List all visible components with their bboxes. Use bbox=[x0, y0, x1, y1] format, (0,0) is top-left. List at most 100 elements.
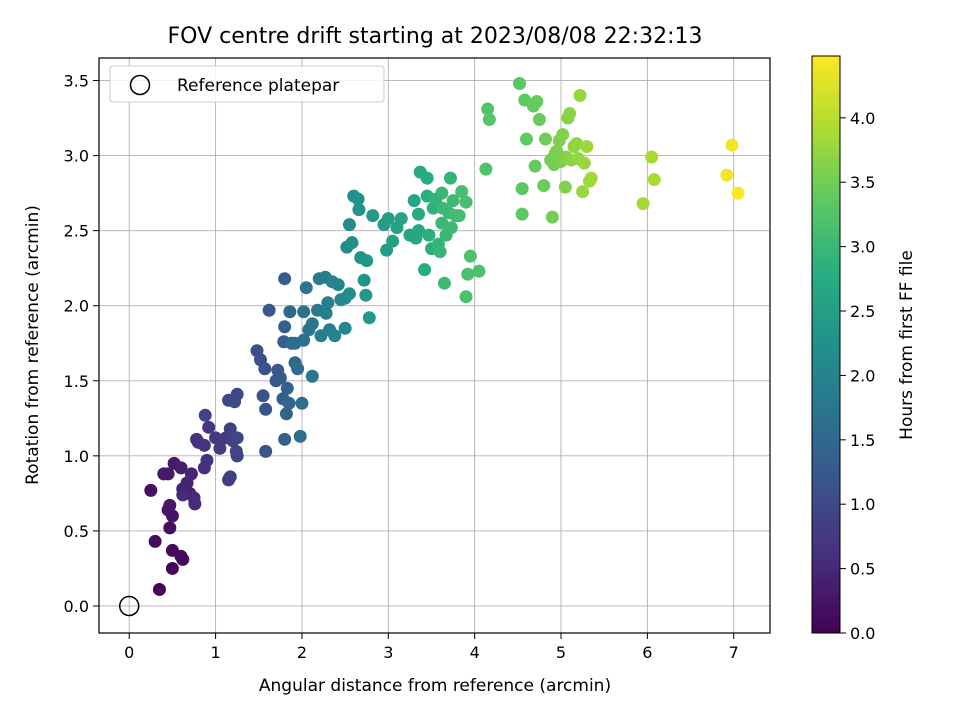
colorbar-label: Hours from first FF file bbox=[897, 250, 917, 440]
legend: Reference platepar bbox=[109, 65, 385, 103]
data-point bbox=[422, 228, 436, 242]
data-point bbox=[161, 467, 175, 481]
data-point bbox=[479, 162, 493, 176]
data-point bbox=[293, 429, 307, 443]
data-point bbox=[584, 171, 598, 185]
data-point bbox=[262, 303, 276, 317]
x-tick-label: 4 bbox=[470, 643, 480, 662]
data-point bbox=[519, 132, 533, 146]
data-point bbox=[188, 497, 202, 511]
data-point bbox=[297, 333, 311, 347]
data-point bbox=[443, 171, 457, 185]
data-point bbox=[407, 194, 421, 208]
y-tick-label: 2.5 bbox=[64, 222, 89, 241]
data-point bbox=[280, 381, 294, 395]
x-tick-label: 1 bbox=[210, 643, 220, 662]
legend-marker-reference bbox=[129, 74, 151, 96]
data-point bbox=[472, 264, 486, 278]
data-point bbox=[545, 210, 559, 224]
data-point bbox=[515, 182, 529, 196]
chart-title: FOV centre drift starting at 2023/08/08 … bbox=[168, 24, 703, 49]
y-tick-label: 1.5 bbox=[64, 372, 89, 391]
data-point bbox=[636, 197, 650, 211]
data-point bbox=[563, 107, 577, 121]
data-point bbox=[144, 483, 158, 497]
data-point bbox=[299, 281, 313, 295]
data-point bbox=[165, 543, 179, 557]
data-point bbox=[459, 290, 473, 304]
x-tick-label: 6 bbox=[642, 643, 652, 662]
data-point bbox=[482, 113, 496, 127]
x-axis-label: Angular distance from reference (arcmin) bbox=[259, 676, 611, 696]
data-point bbox=[550, 144, 564, 158]
data-point bbox=[197, 438, 211, 452]
data-point bbox=[256, 389, 270, 403]
data-point bbox=[459, 195, 473, 209]
data-point bbox=[461, 267, 475, 281]
data-point bbox=[282, 396, 296, 410]
data-point bbox=[305, 317, 319, 331]
data-point bbox=[230, 431, 244, 445]
data-point bbox=[362, 311, 376, 325]
y-axis-ticks: 0.0 0.5 1.0 1.5 2.0 2.5 3.0 3.5 bbox=[64, 72, 99, 616]
data-point bbox=[184, 467, 198, 481]
y-tick-label: 0.0 bbox=[64, 597, 89, 616]
y-tick-label: 2.0 bbox=[64, 297, 89, 316]
data-point bbox=[455, 185, 469, 199]
data-point bbox=[291, 362, 305, 376]
data-point bbox=[297, 305, 311, 319]
plot-frame bbox=[98, 57, 771, 634]
data-point bbox=[725, 138, 739, 152]
data-point bbox=[305, 369, 319, 383]
data-point bbox=[528, 159, 542, 173]
data-point bbox=[230, 387, 244, 401]
data-point bbox=[359, 288, 373, 302]
data-point bbox=[342, 287, 356, 301]
x-tick-label: 5 bbox=[556, 643, 566, 662]
data-point bbox=[278, 432, 292, 446]
data-point bbox=[446, 194, 460, 208]
data-point bbox=[278, 320, 292, 334]
data-point bbox=[556, 128, 570, 142]
data-point bbox=[152, 582, 166, 596]
data-point bbox=[570, 137, 584, 151]
colorbar-gradient bbox=[811, 55, 841, 634]
colorbar-ticks: 0.0 0.5 1.0 1.5 2.0 2.5 3.0 3.5 4.0 bbox=[840, 109, 875, 643]
colorbar-tick-label: 0.5 bbox=[850, 560, 875, 579]
data-point bbox=[577, 156, 591, 170]
y-tick-label: 3.5 bbox=[64, 72, 89, 91]
data-point bbox=[433, 245, 447, 259]
data-point bbox=[331, 278, 345, 292]
data-point bbox=[381, 212, 395, 226]
data-point bbox=[321, 296, 335, 310]
data-point bbox=[720, 168, 734, 182]
y-tick-label: 3.0 bbox=[64, 147, 89, 166]
data-point bbox=[352, 203, 366, 217]
data-point bbox=[558, 180, 572, 194]
data-point bbox=[444, 221, 458, 235]
data-point bbox=[345, 236, 359, 250]
data-point bbox=[437, 276, 451, 290]
data-point bbox=[513, 77, 527, 91]
y-tick-label: 0.5 bbox=[64, 522, 89, 541]
legend-label-reference: Reference platepar bbox=[177, 76, 339, 96]
colorbar: 0.0 0.5 1.0 1.5 2.0 2.5 3.0 3.5 4.0 Hours from f… bbox=[811, 55, 917, 643]
data-point bbox=[223, 470, 237, 484]
data-point bbox=[418, 263, 432, 277]
data-point bbox=[647, 173, 661, 187]
data-point bbox=[259, 444, 273, 458]
data-point bbox=[412, 207, 426, 221]
data-point bbox=[198, 408, 212, 422]
colorbar-tick-label: 0.0 bbox=[850, 624, 875, 643]
y-axis-label: Rotation from reference (arcmin) bbox=[23, 205, 43, 485]
data-point bbox=[163, 498, 177, 512]
data-point bbox=[338, 321, 352, 335]
data-point bbox=[165, 561, 179, 575]
colorbar-tick-label: 3.5 bbox=[850, 173, 875, 192]
data-point bbox=[209, 431, 223, 445]
colorbar-tick-label: 1.5 bbox=[850, 431, 875, 450]
data-point bbox=[463, 249, 477, 263]
data-point bbox=[174, 461, 188, 475]
data-point bbox=[229, 444, 243, 458]
